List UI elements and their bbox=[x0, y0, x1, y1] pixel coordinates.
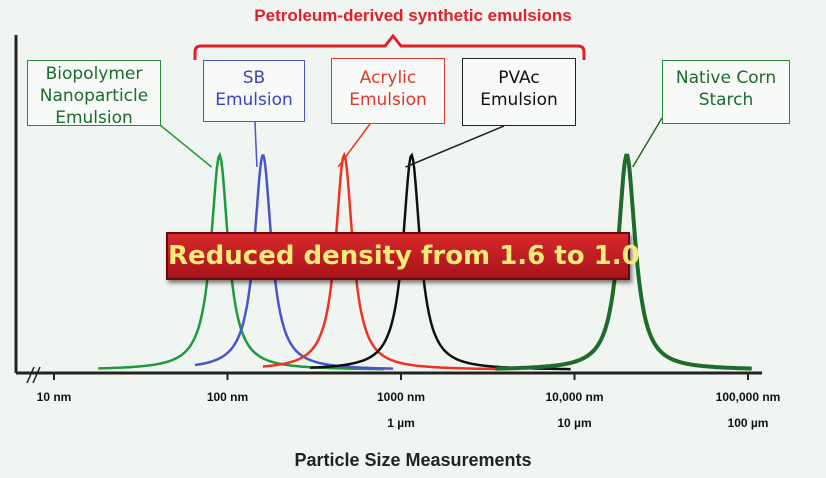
curve-5 bbox=[495, 153, 752, 371]
legend-acrylic-line2: Emulsion bbox=[349, 90, 427, 110]
x-tick-label: 1000 nm bbox=[376, 390, 426, 404]
density-banner: Reduced density from 1.6 to 1.0 bbox=[166, 232, 640, 280]
x-tick-label: 10 nm bbox=[36, 390, 72, 404]
legend-sb: SB Emulsion bbox=[203, 60, 305, 122]
legend-biopolymer: Biopolymer Nanoparticle Emulsion bbox=[27, 60, 161, 128]
legend-biopolymer-line2: Nanoparticle bbox=[39, 86, 149, 106]
x-tick-label: 100 nm bbox=[206, 390, 249, 404]
legend-sb-line2: Emulsion bbox=[215, 90, 293, 110]
distribution-curves bbox=[98, 151, 752, 371]
curve-3 bbox=[262, 151, 506, 371]
x-tick-label: 10,000 nm bbox=[545, 390, 604, 404]
legend-acrylic-line1: Acrylic bbox=[359, 68, 417, 88]
x-tick-label: 100,000 nm bbox=[715, 390, 781, 404]
axis-break-icon bbox=[26, 366, 41, 384]
x-tick-sublabel: 1 µm bbox=[387, 416, 415, 430]
legend-acrylic: Acrylic Emulsion bbox=[331, 58, 445, 124]
legend-biopolymer-line3: Emulsion bbox=[55, 108, 133, 128]
legend-corn-starch-line1: Native Corn bbox=[675, 68, 777, 88]
x-tick-sublabel: 100 µm bbox=[727, 416, 769, 430]
legend-pvac-line2: Emulsion bbox=[480, 90, 558, 110]
group-bracket bbox=[193, 33, 586, 60]
leader-2 bbox=[254, 121, 258, 168]
leader-5 bbox=[632, 117, 663, 168]
legend-corn-starch: Native Corn Starch bbox=[662, 60, 790, 124]
curve-2 bbox=[194, 153, 394, 370]
callout-leaders bbox=[159, 117, 663, 168]
x-tick-sublabel: 10 µm bbox=[557, 416, 592, 430]
legend-corn-starch-line2: Starch bbox=[698, 90, 754, 110]
leader-3 bbox=[337, 123, 371, 168]
group-title: Petroleum-derived synthetic emulsions bbox=[254, 6, 572, 25]
legend-pvac-line1: PVAc bbox=[498, 68, 540, 88]
leader-4 bbox=[405, 125, 505, 168]
legend-pvac: PVAc Emulsion bbox=[462, 58, 576, 126]
x-axis-label: Particle Size Measurements bbox=[294, 450, 532, 470]
legend-sb-line1: SB bbox=[242, 68, 266, 88]
leader-1 bbox=[159, 124, 213, 168]
legend-biopolymer-line1: Biopolymer bbox=[45, 64, 143, 84]
x-ticks bbox=[53, 373, 749, 380]
